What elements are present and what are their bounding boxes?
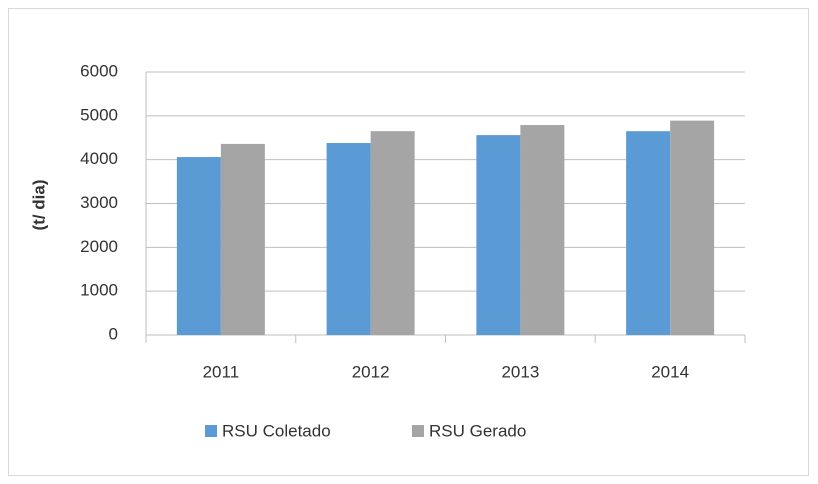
bar [670,120,715,335]
bar [476,135,521,335]
bar [176,157,221,335]
bar [626,131,671,335]
bar [220,143,265,335]
legend-label: RSU Coletado [222,421,331,440]
y-tick-label: 2000 [80,237,118,256]
y-tick-label: 5000 [80,105,118,124]
y-tick-label: 1000 [80,281,118,300]
x-tick-label: 2014 [651,362,689,381]
legend-swatch [205,425,217,437]
x-tick-label: 2013 [501,362,539,381]
bar [520,125,565,335]
legend-swatch [412,425,424,437]
bar [326,143,371,335]
x-tick-label: 2011 [203,362,240,381]
bar [370,131,415,335]
y-axis-label: (t/ dia) [29,180,48,231]
y-tick-label: 4000 [80,149,118,168]
y-tick-label: 3000 [80,193,118,212]
x-tick-label: 2012 [352,362,390,381]
y-tick-label: 6000 [80,61,118,80]
legend-label: RSU Gerado [429,421,526,440]
y-tick-label: 0 [109,324,118,343]
